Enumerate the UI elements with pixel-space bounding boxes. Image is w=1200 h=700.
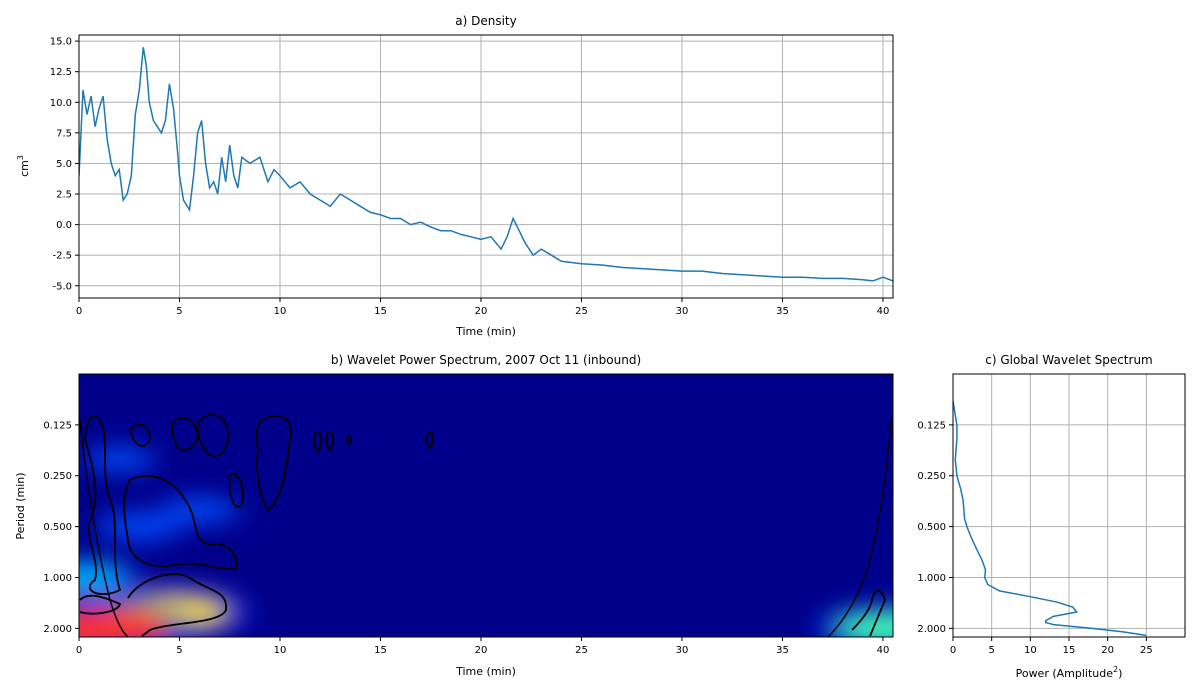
global-wavelet-panel: c) Global Wavelet Spectrum 0 5 10 15 20 25 0.… bbox=[917, 353, 1186, 680]
power-hotspot bbox=[79, 608, 170, 637]
significance-contour bbox=[325, 431, 335, 452]
wavelet-power-y-ticks: 0.125 0.250 0.500 1.000 2.000 bbox=[43, 420, 79, 635]
density-y-ticks: -5.0 -2.5 0.0 2.5 5.0 7.5 10.0 12.5 15.0 bbox=[50, 37, 79, 292]
x-tick-label: 10 bbox=[1024, 645, 1037, 656]
power-hotspot bbox=[89, 450, 150, 469]
wavelet-power-axes-frame bbox=[78, 373, 894, 638]
y-tick-label: 7.5 bbox=[56, 128, 72, 139]
density-axes-frame bbox=[78, 34, 894, 299]
y-tick-label: 0.250 bbox=[43, 471, 72, 482]
x-tick-label: 15 bbox=[374, 645, 387, 656]
wavelet-power-x-axis-label: Time (min) bbox=[455, 665, 516, 678]
x-tick-label: 25 bbox=[1140, 645, 1153, 656]
x-tick-label: 5 bbox=[176, 306, 182, 317]
significance-contour bbox=[84, 415, 122, 595]
density-x-ticks: 0 5 10 15 20 25 30 35 40 bbox=[76, 298, 890, 317]
significance-contours bbox=[79, 413, 886, 637]
y-tick-label: 0.250 bbox=[917, 471, 946, 482]
power-hotspot bbox=[104, 516, 175, 537]
power-hotspot bbox=[833, 612, 893, 637]
significance-contour bbox=[171, 417, 199, 452]
x-tick-label: 20 bbox=[1101, 645, 1114, 656]
significance-contour bbox=[197, 413, 230, 457]
x-tick-label: 30 bbox=[676, 306, 689, 317]
significance-contour bbox=[79, 594, 122, 615]
x-tick-label: 5 bbox=[176, 645, 182, 656]
x-tick-label: 15 bbox=[374, 306, 387, 317]
density-title: a) Density bbox=[455, 14, 516, 28]
y-tick-label: 2.5 bbox=[56, 190, 72, 201]
x-tick-label: 30 bbox=[676, 645, 689, 656]
cone-of-influence-right bbox=[827, 419, 892, 637]
x-tick-label: 10 bbox=[274, 306, 287, 317]
x-tick-label: 25 bbox=[575, 306, 588, 317]
cone-of-influence bbox=[79, 419, 892, 637]
x-tick-label: 0 bbox=[76, 645, 82, 656]
x-tick-label: 40 bbox=[877, 645, 890, 656]
power-hotspot bbox=[167, 500, 233, 520]
x-tick-label: 25 bbox=[575, 645, 588, 656]
significance-contour bbox=[127, 573, 227, 637]
global-wavelet-gridlines bbox=[952, 374, 1185, 637]
x-tick-label: 0 bbox=[76, 306, 82, 317]
wavelet-power-panel: b) Wavelet Power Spectrum, 2007 Oct 11 (… bbox=[14, 353, 894, 678]
wavelet-power-x-ticks: 0 5 10 15 20 25 30 35 40 bbox=[76, 637, 890, 656]
x-tick-label: 20 bbox=[475, 645, 488, 656]
significance-contour bbox=[255, 414, 292, 512]
y-tick-label: 0.500 bbox=[43, 522, 72, 533]
y-tick-label: -5.0 bbox=[52, 281, 72, 292]
y-tick-label: 1.000 bbox=[43, 573, 72, 584]
x-tick-label: 35 bbox=[776, 645, 789, 656]
y-tick-label: -2.5 bbox=[52, 251, 72, 262]
y-tick-label: 2.000 bbox=[917, 624, 946, 635]
significance-contour bbox=[345, 434, 353, 446]
density-series-line bbox=[79, 47, 893, 282]
y-tick-label: 0.0 bbox=[56, 220, 72, 231]
x-tick-label: 5 bbox=[988, 645, 994, 656]
y-tick-label: 0.500 bbox=[917, 522, 946, 533]
y-tick-label: 1.000 bbox=[917, 573, 946, 584]
x-tick-label: 15 bbox=[1063, 645, 1076, 656]
y-tick-label: 2.000 bbox=[43, 624, 72, 635]
x-tick-label: 20 bbox=[475, 306, 488, 317]
global-wavelet-title: c) Global Wavelet Spectrum bbox=[985, 353, 1153, 367]
density-y-axis-label: cm3 bbox=[16, 155, 31, 177]
global-wavelet-x-axis-label: Power (Amplitude2) bbox=[1016, 665, 1123, 680]
significance-contour bbox=[851, 589, 886, 637]
wavelet-power-title: b) Wavelet Power Spectrum, 2007 Oct 11 (… bbox=[331, 353, 641, 367]
x-tick-label: 0 bbox=[950, 645, 956, 656]
y-tick-label: 15.0 bbox=[50, 37, 72, 48]
global-wavelet-series-line bbox=[953, 400, 1147, 637]
significance-contour bbox=[425, 431, 434, 450]
cone-of-influence-left bbox=[79, 419, 129, 637]
y-tick-label: 0.125 bbox=[43, 420, 72, 431]
significance-contour bbox=[128, 423, 151, 447]
density-panel: a) Density 0 5 10 15 20 25 30 35 40 -5.0 -2.5 0.0 2… bbox=[16, 14, 894, 338]
global-wavelet-x-ticks: 0 5 10 15 20 25 bbox=[950, 637, 1153, 656]
density-gridlines bbox=[78, 35, 893, 298]
y-tick-label: 10.0 bbox=[50, 98, 72, 109]
global-wavelet-y-ticks: 0.125 0.250 0.500 1.000 2.000 bbox=[917, 420, 953, 635]
y-tick-label: 12.5 bbox=[50, 67, 72, 78]
significance-contour bbox=[123, 475, 238, 570]
significance-contour bbox=[313, 431, 323, 454]
y-tick-label: 5.0 bbox=[56, 159, 72, 170]
density-x-axis-label: Time (min) bbox=[455, 325, 516, 338]
significance-contour bbox=[228, 473, 244, 508]
x-tick-label: 10 bbox=[274, 645, 287, 656]
x-tick-label: 40 bbox=[877, 306, 890, 317]
y-tick-label: 0.125 bbox=[917, 420, 946, 431]
wavelet-power-y-axis-label: Period (min) bbox=[14, 472, 27, 539]
x-tick-label: 35 bbox=[776, 306, 789, 317]
